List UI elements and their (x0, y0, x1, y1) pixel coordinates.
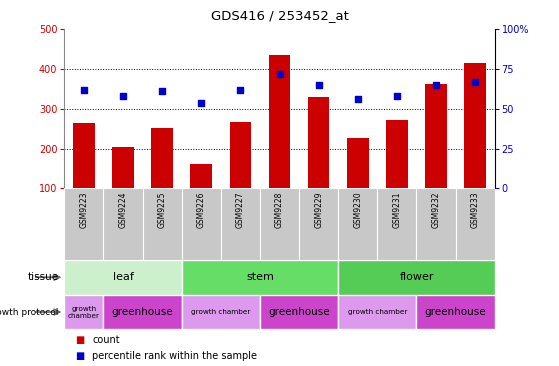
Text: greenhouse: greenhouse (268, 307, 330, 317)
Text: growth
chamber: growth chamber (68, 306, 100, 318)
Bar (260, 295, 338, 329)
Bar (260, 188, 299, 260)
Bar (338, 260, 495, 295)
Bar (416, 188, 456, 260)
Point (158, 89, 167, 94)
Point (119, 93, 127, 99)
Text: flower: flower (399, 272, 434, 282)
Bar (191, 164, 212, 188)
Bar (230, 122, 251, 188)
Bar (73, 123, 94, 188)
Bar (299, 188, 338, 260)
Point (432, 82, 440, 88)
Bar (347, 138, 368, 188)
Bar (182, 295, 260, 329)
Text: GDS416 / 253452_at: GDS416 / 253452_at (211, 9, 348, 22)
Bar (103, 295, 182, 329)
Text: GSM9226: GSM9226 (197, 191, 206, 228)
Text: greenhouse: greenhouse (112, 307, 173, 317)
Bar (103, 188, 143, 260)
Text: GSM9227: GSM9227 (236, 191, 245, 228)
Bar (416, 295, 495, 329)
Text: percentile rank within the sample: percentile rank within the sample (92, 351, 257, 361)
Text: GSM9223: GSM9223 (79, 191, 88, 228)
Point (79, 87, 88, 93)
Point (197, 100, 206, 105)
Text: ■: ■ (75, 335, 85, 345)
Bar (425, 84, 447, 188)
Bar (182, 260, 338, 295)
Point (275, 71, 284, 77)
Text: count: count (92, 335, 120, 345)
Point (392, 93, 401, 99)
Bar (269, 55, 290, 188)
Text: GSM9230: GSM9230 (353, 191, 362, 228)
Text: tissue: tissue (27, 272, 59, 282)
Bar (143, 188, 182, 260)
Text: growth chamber: growth chamber (348, 309, 407, 315)
Bar (64, 188, 103, 260)
Text: GSM9232: GSM9232 (432, 191, 440, 228)
Text: ■: ■ (75, 351, 85, 361)
Bar (338, 295, 416, 329)
Text: greenhouse: greenhouse (425, 307, 486, 317)
Bar (456, 188, 495, 260)
Bar (221, 188, 260, 260)
Bar (64, 260, 182, 295)
Text: GSM9229: GSM9229 (314, 191, 323, 228)
Bar (151, 128, 173, 188)
Text: GSM9228: GSM9228 (275, 191, 284, 228)
Text: growth protocol: growth protocol (0, 307, 59, 317)
Bar (377, 188, 416, 260)
Text: leaf: leaf (112, 272, 134, 282)
Text: growth chamber: growth chamber (191, 309, 250, 315)
Text: stem: stem (246, 272, 274, 282)
Text: GSM9233: GSM9233 (471, 191, 480, 228)
Point (471, 79, 480, 85)
Text: GSM9225: GSM9225 (158, 191, 167, 228)
Bar (64, 295, 103, 329)
Bar (112, 147, 134, 188)
Text: GSM9224: GSM9224 (119, 191, 127, 228)
Point (236, 87, 245, 93)
Text: GSM9231: GSM9231 (392, 191, 401, 228)
Bar (338, 188, 377, 260)
Bar (386, 120, 408, 188)
Bar (465, 63, 486, 188)
Point (353, 96, 362, 102)
Bar (308, 97, 329, 188)
Point (314, 82, 323, 88)
Bar (182, 188, 221, 260)
